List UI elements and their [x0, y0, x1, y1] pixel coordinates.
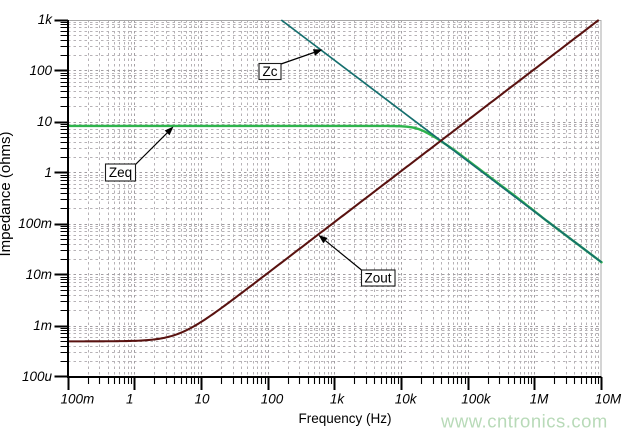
svg-text:100u: 100u	[22, 369, 53, 384]
svg-text:100m: 100m	[61, 392, 95, 407]
svg-text:100: 100	[261, 392, 284, 407]
svg-text:Frequency (Hz): Frequency (Hz)	[298, 411, 391, 426]
svg-text:100k: 100k	[461, 392, 492, 407]
svg-text:10M: 10M	[595, 392, 622, 407]
svg-text:10k: 10k	[395, 392, 418, 407]
svg-text:1k: 1k	[330, 392, 346, 407]
svg-text:10m: 10m	[26, 267, 52, 282]
svg-text:Impedance (ohms): Impedance (ohms)	[0, 131, 14, 256]
svg-text:Zout: Zout	[364, 271, 391, 286]
svg-text:Zeq: Zeq	[109, 165, 132, 180]
svg-text:1M: 1M	[530, 392, 550, 407]
svg-text:Zc: Zc	[263, 64, 278, 79]
svg-text:www.cntronics.com: www.cntronics.com	[440, 411, 608, 432]
svg-text:1m: 1m	[33, 318, 52, 333]
svg-text:100m: 100m	[18, 216, 52, 231]
svg-text:1: 1	[44, 165, 52, 180]
svg-text:100: 100	[29, 63, 52, 78]
svg-text:10: 10	[194, 392, 210, 407]
svg-text:1: 1	[126, 392, 134, 407]
svg-text:1k: 1k	[38, 12, 54, 27]
svg-text:10: 10	[37, 114, 53, 129]
